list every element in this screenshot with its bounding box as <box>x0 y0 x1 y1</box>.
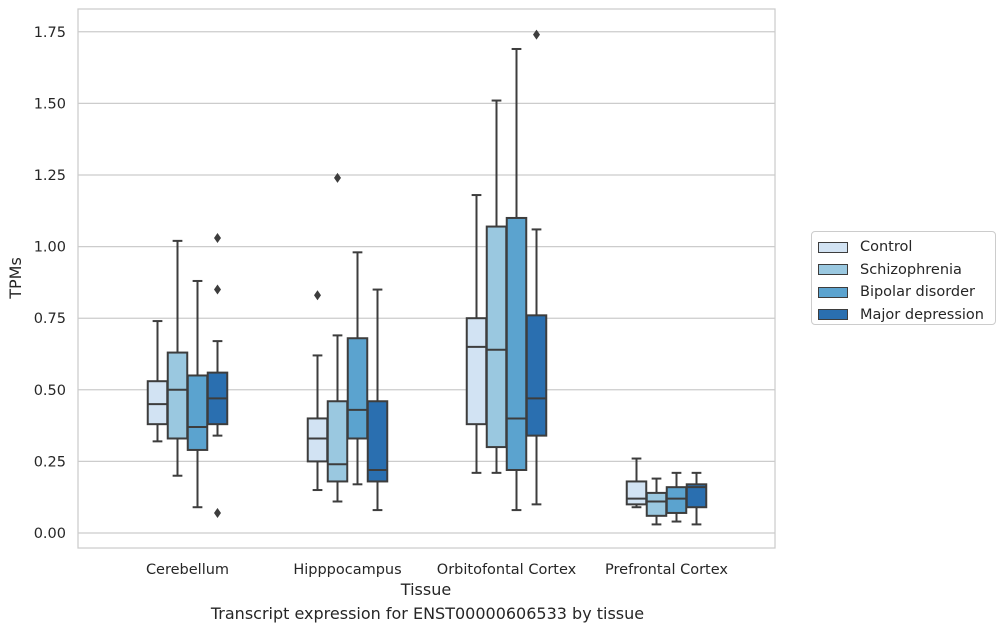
outlier-point <box>214 284 221 295</box>
box-iqr <box>645 491 668 517</box>
box-schizophrenia-hipppocampus <box>326 172 349 503</box>
box-iqr <box>505 216 528 471</box>
legend-label: Bipolar disorder <box>860 284 975 301</box>
y-axis-label: TPMs <box>6 257 25 300</box>
x-tick-label: Cerebellum <box>146 562 229 578</box>
box-bipolar-disorder-prefrontal-cortex <box>665 471 688 523</box>
y-tick-label: 1.75 <box>34 25 66 41</box>
x-tick-label: Orbitofontal Cortex <box>437 562 577 578</box>
plot-area-frame <box>77 8 776 549</box>
y-tick-label: 0.50 <box>34 383 66 399</box>
box-iqr <box>465 317 488 426</box>
box-control-cerebellum <box>146 320 169 443</box>
box-schizophrenia-orbitofontal-cortex <box>485 99 508 474</box>
y-tick-label: 1.25 <box>34 168 66 184</box>
x-tick-labels: Cerebellum Hipppocampus Orbitofontal Corte… <box>146 562 728 578</box>
figure-caption: Transcript expression for ENST0000060653… <box>210 604 645 623</box>
legend-item-schizophrenia: Schizophrenia <box>818 259 989 282</box>
legend-item-major-depression: Major depression <box>818 304 989 327</box>
outlier-point <box>214 233 221 244</box>
box-major-depression-orbitofontal-cortex <box>525 29 548 506</box>
box-control-hipppocampus <box>306 290 329 492</box>
box-bipolar-disorder-cerebellum <box>186 279 209 509</box>
box-iqr <box>525 314 548 437</box>
y-tick-label: 1.00 <box>34 240 66 256</box>
legend-item-control: Control <box>818 236 989 259</box>
box-iqr <box>366 400 389 483</box>
y-tick-label: 1.50 <box>34 96 66 112</box>
y-tick-label: 0.75 <box>34 311 66 327</box>
legend-swatch <box>818 309 848 321</box>
box-iqr <box>146 380 169 426</box>
y-tick-labels: 0.00 0.25 0.50 0.75 1.00 1.25 1.50 1.75 <box>34 25 66 542</box>
x-tick-label: Prefrontal Cortex <box>605 562 728 578</box>
box-major-depression-prefrontal-cortex <box>685 471 708 526</box>
box-iqr <box>186 374 209 451</box>
box-iqr <box>346 337 369 440</box>
box-groups <box>146 29 708 526</box>
legend-label: Control <box>860 239 913 256</box>
x-tick-label: Hipppocampus <box>293 562 401 578</box>
box-iqr <box>485 225 508 449</box>
box-iqr <box>665 486 688 514</box>
box-major-depression-hipppocampus <box>366 288 389 512</box>
box-iqr <box>326 400 349 483</box>
legend-swatch <box>818 241 848 253</box>
legend-swatch <box>818 264 848 276</box>
outlier-point <box>314 290 321 301</box>
box-bipolar-disorder-orbitofontal-cortex <box>505 47 528 512</box>
box-iqr <box>306 417 329 463</box>
box-control-orbitofontal-cortex <box>465 194 488 474</box>
outlier-point <box>214 507 221 518</box>
box-iqr <box>625 480 648 506</box>
legend-label: Major depression <box>860 306 984 323</box>
legend-swatch <box>818 286 848 298</box>
box-schizophrenia-cerebellum <box>166 239 189 477</box>
legend-label: Schizophrenia <box>860 261 962 278</box>
box-bipolar-disorder-hipppocampus <box>346 251 369 486</box>
box-iqr <box>166 351 189 440</box>
box-major-depression-cerebellum <box>206 233 229 518</box>
outlier-point <box>334 172 341 183</box>
box-iqr <box>685 483 708 509</box>
box-schizophrenia-prefrontal-cortex <box>645 477 668 526</box>
y-tick-label: 0.00 <box>34 526 66 542</box>
box-control-prefrontal-cortex <box>625 457 648 509</box>
legend: Control Schizophrenia Bipolar disorder Majo… <box>811 231 996 325</box>
y-tick-label: 0.25 <box>34 454 66 470</box>
x-axis-label: Tissue <box>400 580 451 599</box>
legend-item-bipolar-disorder: Bipolar disorder <box>818 281 989 304</box>
outlier-point <box>533 29 540 40</box>
y-gridlines <box>78 31 775 534</box>
